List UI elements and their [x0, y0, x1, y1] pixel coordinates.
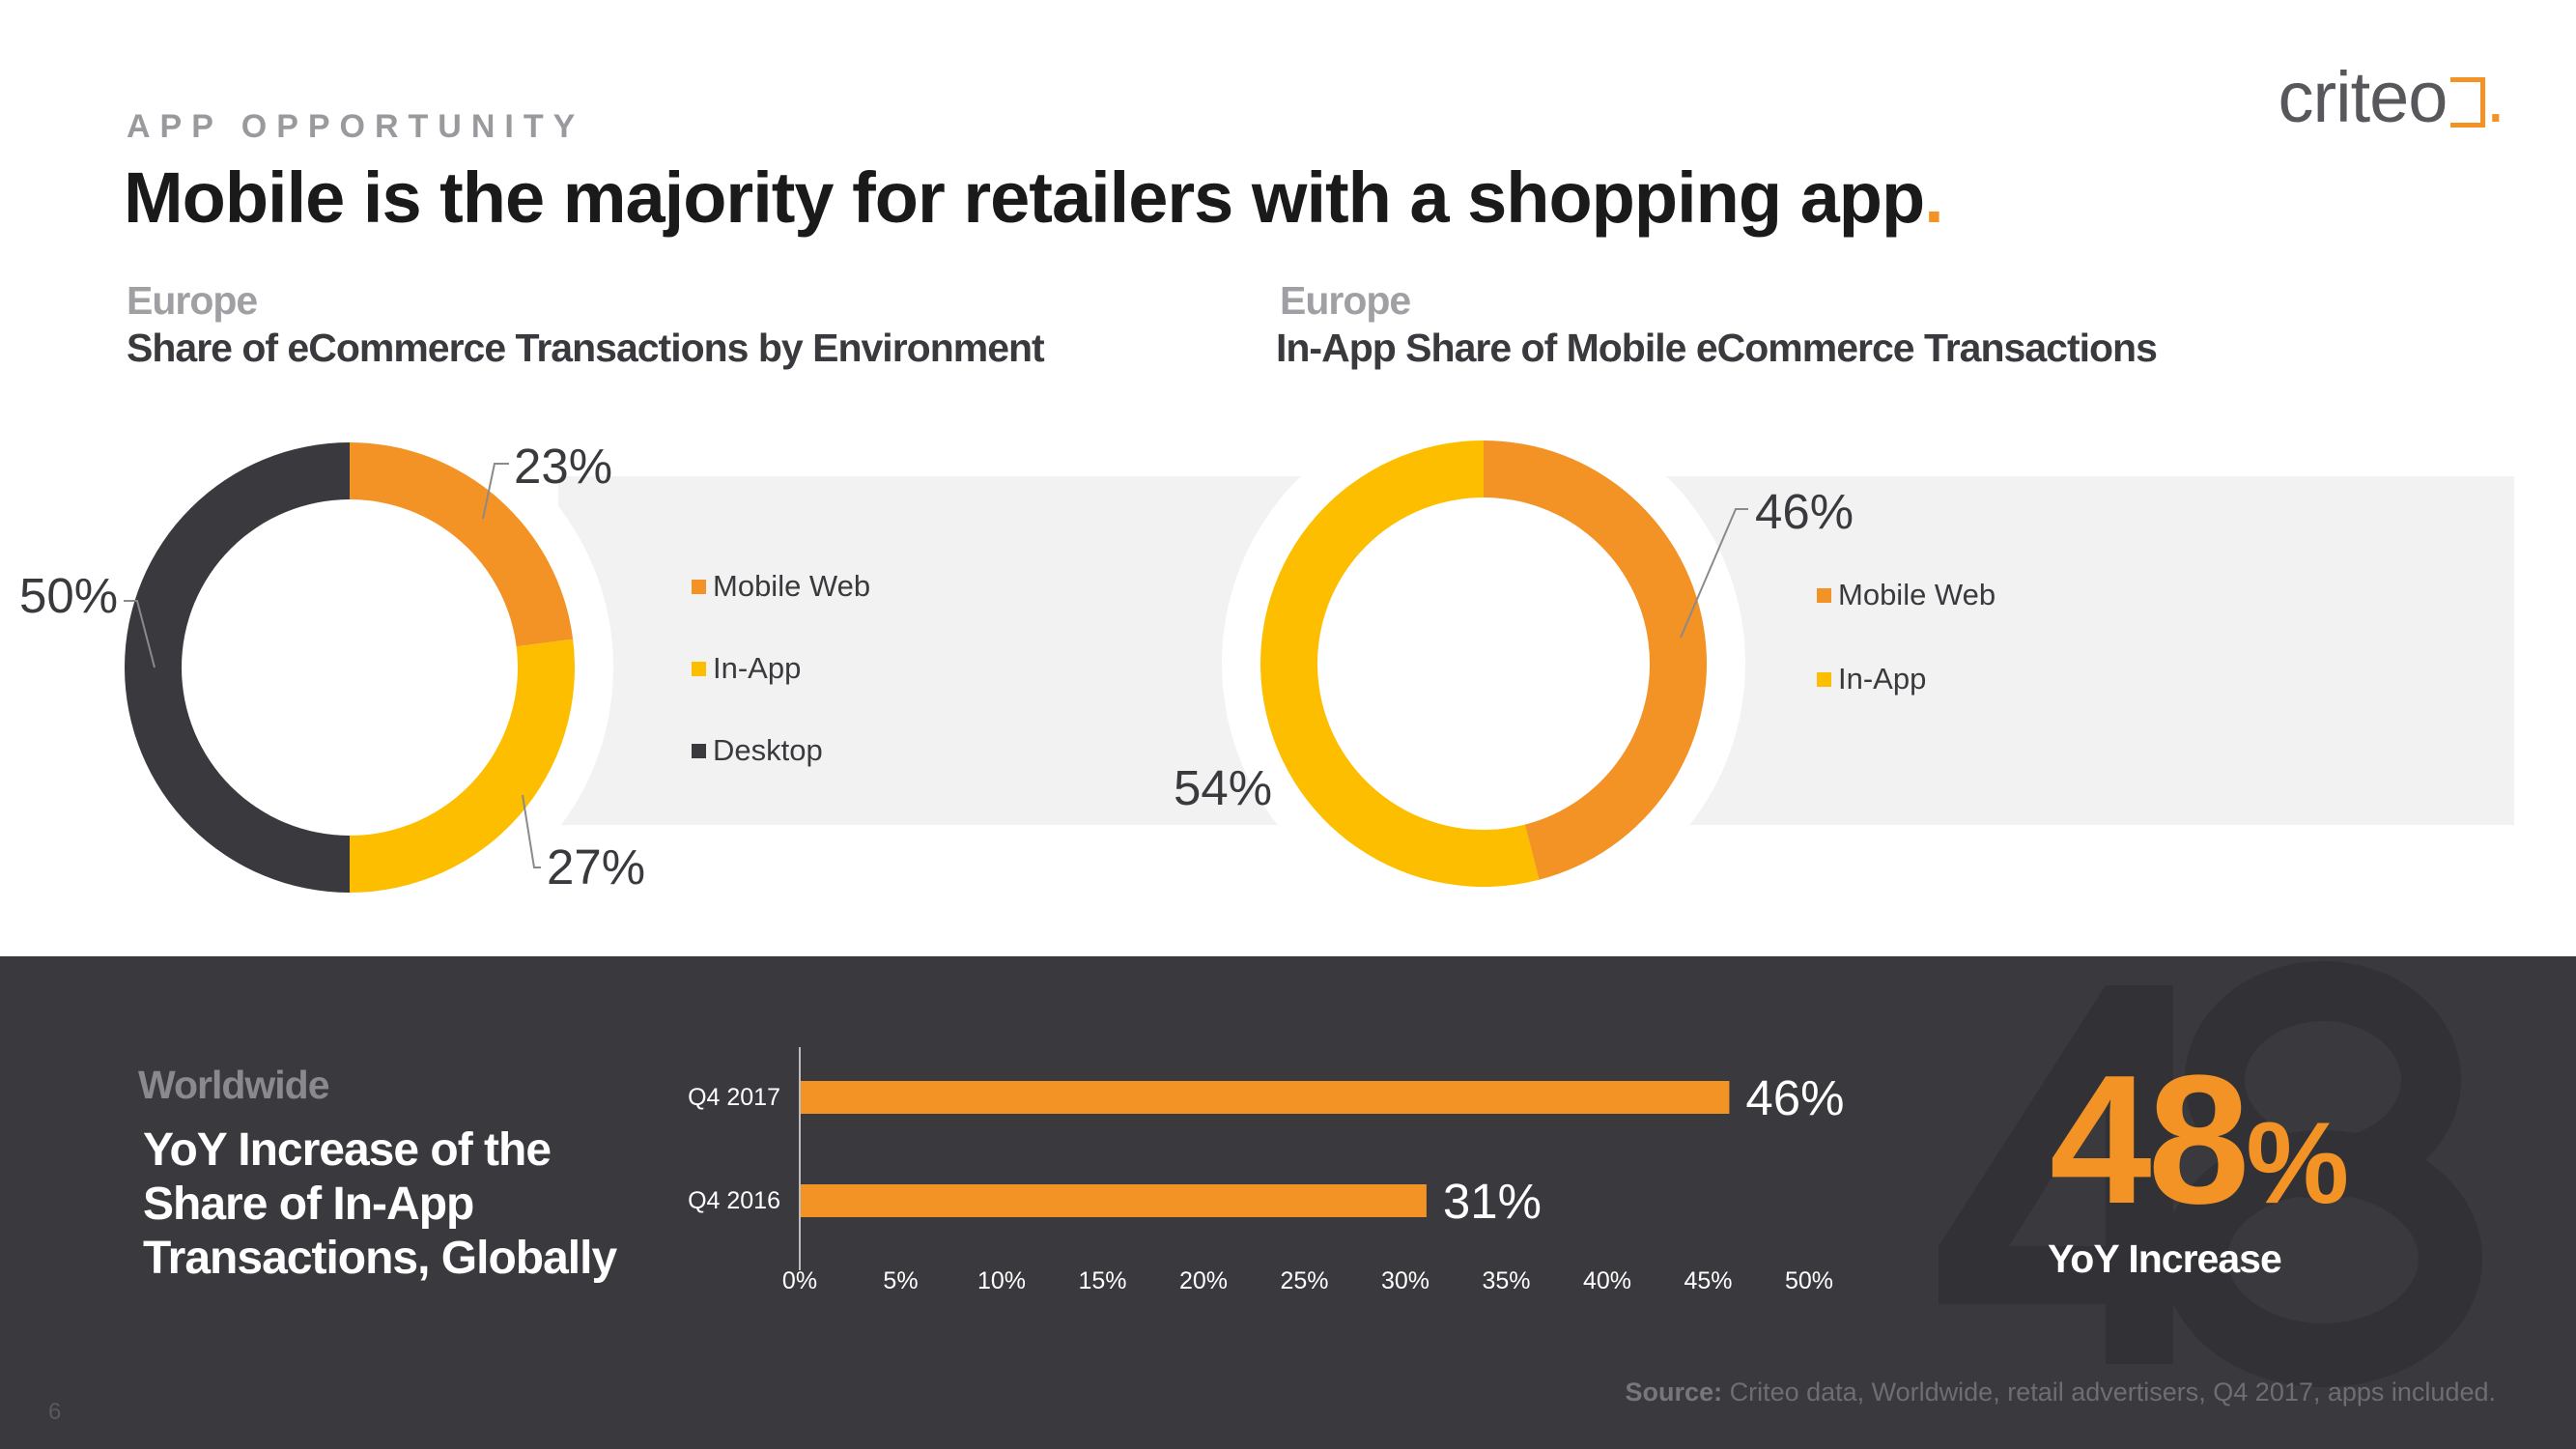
x-tick-label: 20% — [1178, 1267, 1229, 1294]
legend-swatch — [1817, 671, 1831, 687]
legend-item-mobile-web: Mobile Web — [692, 569, 870, 604]
donut-slice-mobile-web — [1484, 440, 1708, 880]
x-tick-label: 5% — [883, 1267, 919, 1294]
watermark-digit-four — [1939, 985, 2212, 1364]
criteo-logo: criteo. — [2278, 57, 2505, 137]
x-tick-label: 45% — [1684, 1267, 1733, 1294]
x-tick-label: 35% — [1482, 1267, 1531, 1294]
leader-line — [522, 794, 541, 868]
chart1-title: Share of eCommerce Transactions by Envir… — [127, 326, 1045, 370]
watermark-digit-eight-bottom — [2164, 1130, 2482, 1387]
category-label: Q4 2017 — [688, 1084, 780, 1111]
page-title: Mobile is the majority for retailers wit… — [124, 157, 1944, 238]
data-label-in-app: 27% — [547, 839, 646, 895]
x-tick-label: 50% — [1784, 1267, 1834, 1294]
x-tick-label: 25% — [1280, 1267, 1329, 1294]
legend-swatch — [692, 661, 706, 676]
chart3-region: Worldwide — [138, 1063, 330, 1107]
bar-value-label: 31% — [1442, 1174, 1542, 1229]
x-tick-label: 30% — [1380, 1267, 1430, 1294]
data-label-desktop: 50% — [19, 568, 119, 623]
data-label-mobile-web: 23% — [514, 439, 613, 494]
bar-value-label: 46% — [1745, 1070, 1845, 1125]
legend-item-in-app: In-App — [1817, 662, 1926, 696]
x-tick-label: 0% — [781, 1267, 818, 1294]
highlight-value: 48% — [2050, 1037, 2349, 1242]
category-label: Q4 2016 — [688, 1187, 780, 1214]
legend-item-in-app: In-App — [692, 651, 801, 686]
donut-chart-inapp-share — [1222, 402, 1745, 925]
x-tick-label: 15% — [1078, 1267, 1127, 1294]
chart2-region: Europe — [1280, 278, 1411, 323]
page-number: 6 — [48, 1399, 62, 1425]
donut-chart-environment — [86, 404, 613, 931]
chart1-region: Europe — [127, 278, 258, 323]
leader-line — [124, 600, 156, 668]
data-label-mobile-web: 46% — [1755, 484, 1854, 539]
legend-item-mobile-web: Mobile Web — [1817, 578, 1996, 612]
section-kicker: APP OPPORTUNITY — [127, 108, 585, 145]
leader-line — [482, 463, 509, 520]
source-note: Source: Criteo data, Worldwide, retail a… — [1625, 1378, 2496, 1406]
data-label-in-app: 54% — [1174, 760, 1273, 815]
x-tick-label: 40% — [1582, 1267, 1632, 1294]
bar-q4-2017 — [801, 1081, 1730, 1114]
bar-chart-yoy — [799, 1047, 1730, 1270]
donut-slice-mobile-web — [350, 442, 574, 647]
highlight-label: YoY Increase — [2048, 1236, 2282, 1281]
donut-slice-desktop — [125, 442, 350, 893]
x-tick-label: 10% — [977, 1267, 1027, 1294]
legend-swatch — [692, 743, 706, 758]
bar-q4-2016 — [801, 1184, 1427, 1217]
chart3-title: YoY Increase of the Share of In-App Tran… — [143, 1124, 617, 1284]
donut-slice-in-app — [1260, 440, 1540, 887]
legend-swatch — [1817, 587, 1831, 603]
leader-line — [1680, 508, 1748, 639]
legend-item-desktop: Desktop — [692, 733, 823, 768]
legend-swatch — [692, 579, 706, 594]
chart2-title: In-App Share of Mobile eCommerce Transac… — [1276, 326, 2158, 370]
donut-slice-in-app — [350, 639, 575, 893]
background-number-watermark — [1939, 961, 2482, 1387]
